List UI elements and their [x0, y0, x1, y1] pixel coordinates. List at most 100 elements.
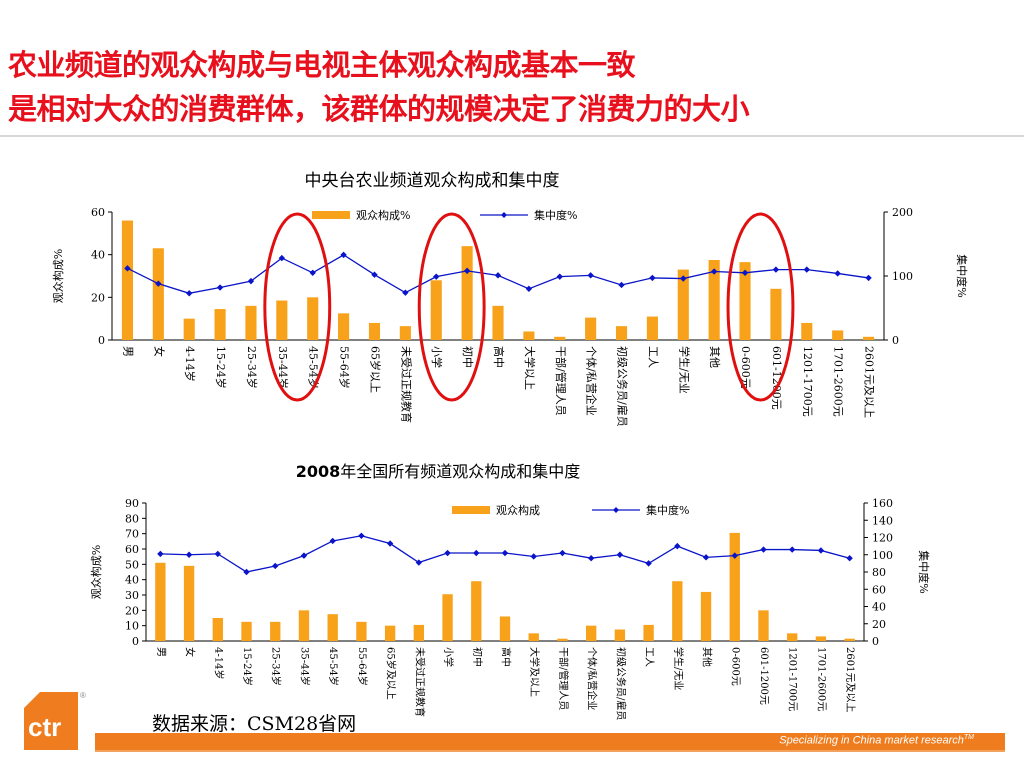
bar-17	[646, 316, 658, 340]
data-source: 数据来源：CSM28省网	[152, 713, 357, 735]
line-point-9	[402, 289, 409, 296]
bar-21	[770, 288, 782, 340]
x-tick-label: 干部/管理人员	[557, 647, 570, 710]
x-tick-label: 大学以上	[523, 346, 537, 390]
bar-10	[430, 280, 442, 340]
x-tick-label: 25-34岁	[270, 647, 283, 686]
x-tick-label: 初级公务员/雇员	[614, 647, 627, 720]
y-tick-label: 30	[125, 589, 139, 602]
y2-tick-label: 20	[872, 618, 886, 631]
bar-6	[307, 297, 319, 340]
y-tick-label: 60	[125, 543, 139, 556]
line-point-13	[525, 285, 533, 292]
x-tick-label: 工人	[646, 346, 659, 368]
bar-14	[554, 336, 566, 340]
line-point-5	[300, 552, 308, 559]
bar-9	[413, 624, 425, 641]
x-tick-label: 35-44岁	[298, 647, 311, 686]
bar-8	[368, 322, 381, 340]
headline-line1: 农业频道的观众构成与电视主体观众构成基本一致	[8, 48, 636, 82]
line-point-2	[186, 290, 193, 297]
x-tick-label: 女	[184, 647, 197, 657]
legend-bar-swatch	[312, 211, 350, 219]
bar-11	[471, 581, 482, 641]
line-point-19	[710, 268, 718, 275]
x-tick-label: 学生/无业	[672, 647, 685, 690]
highlight-oval-2	[726, 212, 795, 402]
bar-24	[863, 336, 875, 340]
y2-tick-label: 40	[872, 601, 886, 614]
headline-line2: 是相对大众的消费群体，该群体的规模决定了消费力的大小	[8, 92, 750, 126]
bar-21	[758, 610, 769, 641]
line-point-17	[645, 560, 652, 567]
x-tick-label: 25-34岁	[245, 346, 259, 389]
line-point-7	[340, 251, 347, 259]
bar-23	[815, 636, 827, 641]
x-tick-label: 初中	[471, 647, 484, 667]
bar-7	[356, 621, 367, 641]
x-tick-label: 4-14岁	[183, 346, 197, 382]
y2-tick-label: 200	[892, 206, 913, 219]
line-point-0	[157, 550, 164, 558]
x-tick-label: 小学	[430, 346, 444, 368]
x-tick-label: 65岁及以上	[385, 647, 398, 700]
y2-tick-label: 160	[872, 497, 893, 510]
legend-line-label: 集中度%	[646, 503, 689, 517]
y2-tick-label: 100	[872, 549, 893, 562]
line-point-1	[155, 280, 162, 287]
x-tick-label: 干部/管理人员	[554, 346, 568, 416]
bar-0	[121, 220, 133, 340]
line-point-4	[247, 277, 255, 285]
line-point-19	[702, 554, 710, 561]
bar-3	[214, 309, 226, 340]
line-point-20	[741, 269, 749, 276]
bar-13	[523, 331, 535, 340]
line-point-16	[618, 281, 625, 289]
line-point-4	[272, 562, 279, 570]
bar-20	[729, 532, 740, 641]
y-tick-label: 40	[125, 574, 139, 587]
bar-2	[212, 618, 223, 641]
y-tick-label: 10	[125, 620, 139, 633]
bar-2	[183, 318, 195, 340]
x-tick-label: 其他	[701, 647, 714, 667]
x-tick-label: 45-54岁	[307, 346, 321, 389]
line-point-21	[772, 266, 780, 273]
bar-18	[672, 581, 683, 641]
y2-axis-label: 集中度%	[955, 254, 969, 297]
x-tick-label: 35-44岁	[276, 346, 290, 389]
x-tick-label: 学生/无业	[677, 346, 691, 394]
y2-tick-label: 0	[872, 635, 879, 648]
line-point-23	[817, 547, 825, 554]
line-point-7	[358, 532, 365, 539]
y-tick-label: 60	[91, 206, 105, 219]
chart2-title-year: 2008	[295, 462, 341, 481]
x-tick-label: 男	[155, 647, 167, 657]
y2-tick-label: 0	[892, 334, 899, 347]
x-tick-label: 其他	[708, 346, 721, 368]
line-point-17	[649, 274, 656, 282]
x-tick-label: 15-24岁	[214, 346, 228, 389]
x-tick-label: 女	[152, 346, 166, 357]
x-tick-label: 高中	[492, 346, 506, 368]
x-tick-label: 0-600元	[739, 346, 752, 389]
line-point-16	[616, 551, 624, 558]
line-point-8	[371, 271, 378, 278]
x-tick-label: 大学及以上	[528, 647, 541, 697]
x-tick-label: 未受过正规教育	[413, 647, 426, 717]
line-point-14	[556, 273, 563, 280]
chart1-title: 中央台农业频道观众构成和集中度	[304, 171, 560, 191]
x-tick-label: 1201-1700元	[801, 346, 814, 417]
line-point-6	[329, 537, 336, 545]
x-tick-label: 初中	[461, 346, 475, 368]
line-point-24	[865, 274, 872, 282]
line-point-18	[674, 542, 681, 550]
chart1-svg: 0 20 40 60 0 100 200 观众构成% 集中度% 男 女 4-14岁 15-24岁 25-3…	[51, 206, 969, 427]
bar-4	[270, 621, 281, 641]
logo-registered-mark: ®	[80, 691, 86, 700]
x-tick-label: 65岁以上	[368, 346, 382, 393]
x-tick-label: 1701-2600元	[815, 647, 826, 711]
bar-20	[739, 262, 751, 340]
chart2-svg: 0 10 20 30 40 50 60 70 80 90 0 20 40 60 80 100 120 140 160…	[89, 497, 931, 720]
line-point-14	[559, 549, 566, 557]
